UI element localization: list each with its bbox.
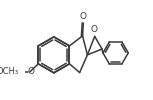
Text: O: O: [27, 67, 34, 76]
Text: O: O: [91, 25, 98, 34]
Text: O: O: [80, 12, 87, 21]
Text: OCH₃: OCH₃: [0, 67, 19, 76]
